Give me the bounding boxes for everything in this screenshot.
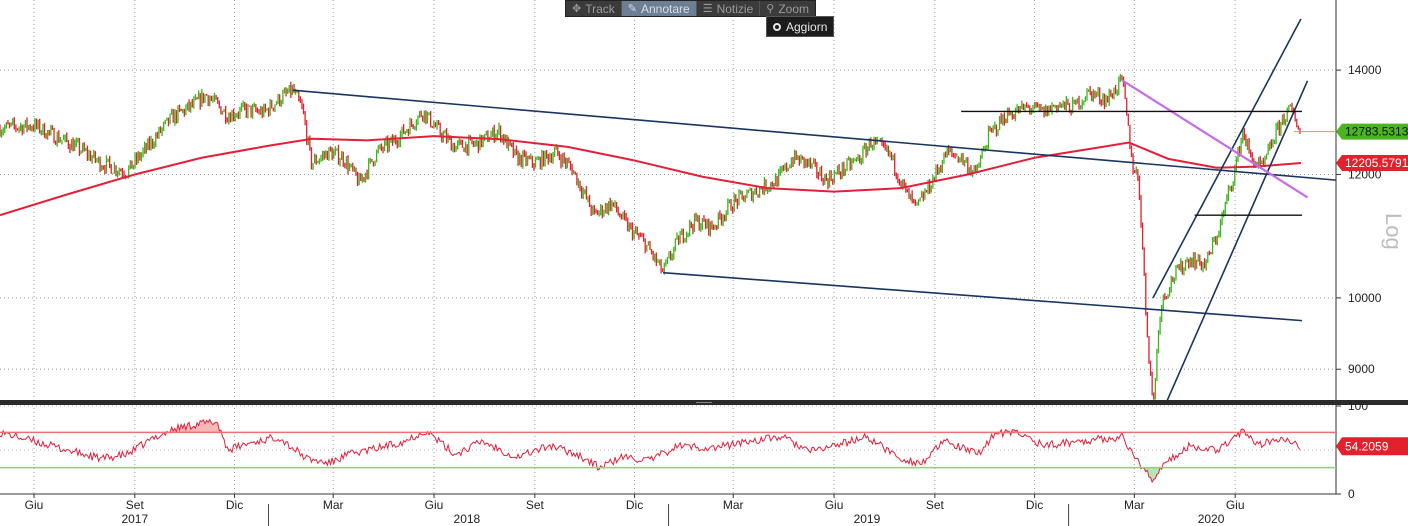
trendline-2[interactable]	[1152, 18, 1302, 299]
rsi-value-tag-label-0: 54.2059	[1345, 439, 1389, 453]
news-button[interactable]: ☰ Notizie	[697, 1, 761, 16]
year-label-1: 2018	[454, 512, 481, 526]
rsi-oversold-fill	[0, 467, 1300, 483]
value-tag-0	[1336, 123, 1408, 140]
annotate-label: Annotare	[641, 1, 690, 16]
price-tick-label-0: 9000	[1348, 362, 1375, 376]
trendline-1[interactable]	[663, 271, 1303, 322]
month-tick-label-11: Mar	[1124, 498, 1145, 512]
month-tick-label-4: Giu	[425, 498, 444, 512]
radio-icon	[773, 22, 781, 31]
value-tag-1	[1336, 154, 1408, 171]
month-tick-label-5: Set	[526, 498, 545, 512]
annotate-button[interactable]: ✎ Annotare	[621, 1, 697, 16]
rsi-value-tag-0	[1336, 437, 1408, 456]
month-tick-label-3: Mar	[323, 498, 344, 512]
month-tick-label-10: Dic	[1026, 498, 1043, 512]
chart-toolbar: ✥ Track ✎ Annotare ☰ Notizie ⚲ Zoom	[565, 0, 817, 17]
rsi-panel	[0, 418, 1301, 484]
month-tick-label-6: Dic	[626, 498, 643, 512]
trendline-3[interactable]	[1164, 80, 1309, 408]
crosshair-icon: ✥	[572, 3, 582, 15]
trendline-4[interactable]	[1121, 79, 1309, 199]
zoom-label: Zoom	[778, 1, 810, 16]
log-scale-label: Log	[1381, 213, 1406, 250]
news-icon: ☰	[702, 3, 713, 15]
rsi-tick-label-0: 0	[1348, 487, 1355, 501]
rsi-overbought-fill	[0, 419, 1300, 433]
magnifier-icon: ⚲	[766, 3, 775, 15]
year-label-2: 2019	[854, 512, 881, 526]
trendline-0[interactable]	[292, 89, 1336, 181]
price-bars	[0, 73, 1301, 400]
month-tick-label-0: Giu	[25, 498, 44, 512]
rsi-line	[0, 418, 1301, 484]
moving-average-line	[0, 135, 1302, 217]
value-tag-label-1: 12205.5791	[1345, 156, 1408, 170]
month-tick-label-12: Giu	[1226, 498, 1245, 512]
rsi-tick-label-1: 100	[1348, 399, 1368, 413]
refresh-label: Aggiorn	[786, 19, 828, 34]
year-label-0: 2017	[121, 512, 148, 526]
month-tick-label-7: Mar	[723, 498, 744, 512]
track-button[interactable]: ✥ Track	[566, 1, 622, 16]
refresh-button[interactable]: Aggiorn	[766, 16, 835, 37]
month-tick-label-9: Set	[926, 498, 945, 512]
track-label: Track	[585, 1, 615, 16]
pencil-icon: ✎	[627, 3, 637, 15]
month-tick-label-2: Dic	[226, 498, 243, 512]
month-tick-label-1: Set	[126, 498, 145, 512]
zoom-button[interactable]: ⚲ Zoom	[760, 1, 815, 16]
news-label: Notizie	[716, 1, 754, 16]
month-tick-label-8: Giu	[825, 498, 844, 512]
price-tick-label-1: 10000	[1348, 291, 1382, 305]
year-label-3: 2020	[1198, 512, 1225, 526]
price-tick-label-3: 14000	[1348, 63, 1382, 77]
value-tag-label-0: 12783.5313	[1345, 125, 1408, 139]
